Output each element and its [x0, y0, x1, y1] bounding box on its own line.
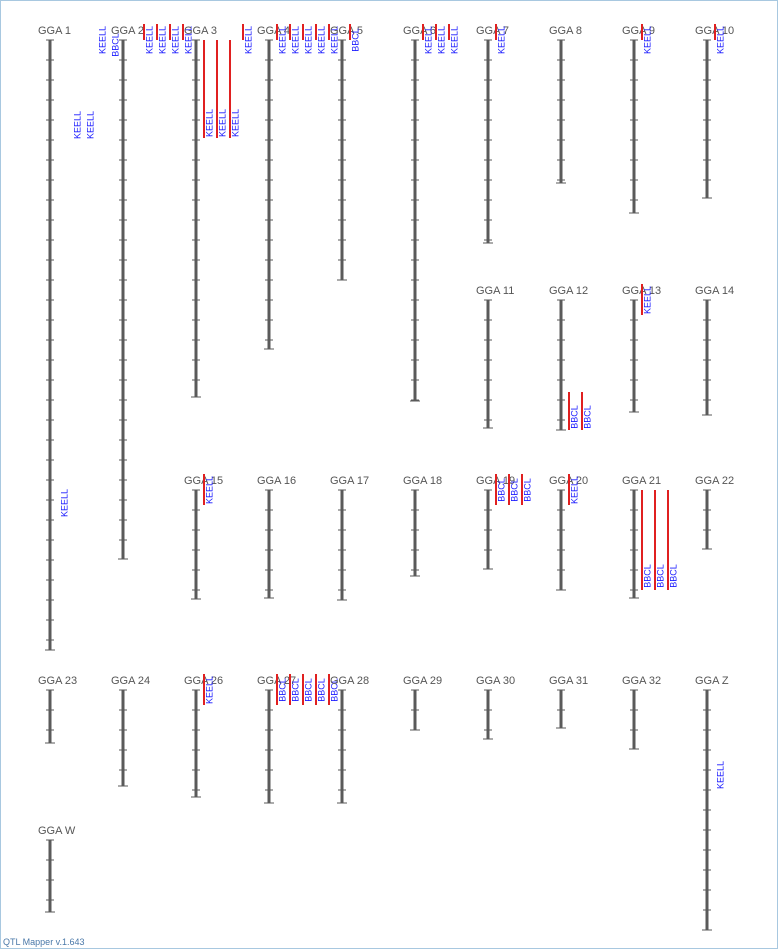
chromosome-label: GGA W [38, 825, 76, 837]
chromosome-label: GGA 30 [476, 675, 515, 687]
qtl-label: BBCL [642, 564, 652, 588]
qtl-label: BBCL [569, 405, 579, 429]
chromosome-label: GGA 6 [403, 25, 436, 37]
chromosome-label: GGA 12 [549, 285, 588, 297]
qtl-label: BBCL [522, 478, 532, 502]
qtl-label: KEELL [436, 26, 446, 54]
chromosome-label: GGA 29 [403, 675, 442, 687]
qtl-label: BBCL [509, 478, 519, 502]
qtl-label: KEELL [715, 761, 725, 789]
qtl-label: BBCL [582, 405, 592, 429]
qtl-label: KEELL [569, 476, 579, 504]
qtl-label: BBCL [316, 678, 326, 702]
qtl-label: KEELL [97, 26, 107, 54]
chromosome-label: GGA 18 [403, 475, 442, 487]
qtl-label: KEELL [183, 26, 193, 54]
qtl-label: KEELL [204, 676, 214, 704]
qtl-label: KEELL [496, 26, 506, 54]
chromosome-label: GGA 3 [184, 25, 217, 37]
chromosome-label: GGA 2 [111, 25, 144, 37]
chromosome-label: GGA 32 [622, 675, 661, 687]
qtl-label: KEELL [72, 111, 82, 139]
qtl-label: BBCL [655, 564, 665, 588]
chromosome-label: GGA 22 [695, 475, 734, 487]
chromosome-label: GGA 14 [695, 285, 734, 297]
qtl-label: BBCL [303, 678, 313, 702]
qtl-label: KEELL [85, 111, 95, 139]
qtl-label: KEELL [243, 26, 253, 54]
chromosome-label: GGA 5 [330, 25, 363, 37]
qtl-label: KEELL [423, 26, 433, 54]
qtl-label: KEELL [230, 109, 240, 137]
qtl-label: BBCL [110, 33, 120, 57]
qtl-label: KEELL [157, 26, 167, 54]
qtl-label: KEELL [303, 26, 313, 54]
qtl-label: KEELL [144, 26, 154, 54]
chromosome-label: GGA 4 [257, 25, 290, 37]
chromosome-label: GGA 24 [111, 675, 150, 687]
qtl-label: KEELL [217, 109, 227, 137]
chromosome-label: GGA 31 [549, 675, 588, 687]
qtl-label: BBCL [277, 678, 287, 702]
qtl-label: KEELL [290, 26, 300, 54]
qtl-label: BBCL [329, 678, 339, 702]
qtl-label: KEELL [170, 26, 180, 54]
qtl-label: BBCL [350, 28, 360, 52]
qtl-label: KEELL [449, 26, 459, 54]
footer: QTL Mapper v.1.643 [3, 937, 85, 947]
qtl-label: BBCL [668, 564, 678, 588]
qtl-label: KEELL [715, 26, 725, 54]
qtl-label: BBCL [290, 678, 300, 702]
chromosome-label: GGA 17 [330, 475, 369, 487]
qtl-label: KEELL [642, 26, 652, 54]
chromosome-label: GGA 9 [622, 25, 655, 37]
chromosome-label: GGA 28 [330, 675, 369, 687]
chromosome-label: GGA 16 [257, 475, 296, 487]
chromosome-label: GGA 11 [476, 285, 514, 297]
qtl-label: KEELL [642, 286, 652, 314]
chromosome-label: GGA 7 [476, 25, 509, 37]
chromosome-label: GGA 21 [622, 475, 661, 487]
qtl-label: KEELL [59, 489, 69, 517]
qtl-label: KEELL [316, 26, 326, 54]
chromosome-label: GGA Z [695, 675, 729, 687]
chromosome-label: GGA 8 [549, 25, 582, 37]
chromosome-label: GGA 23 [38, 675, 77, 687]
qtl-label: KEELL [204, 109, 214, 137]
qtl-label: KEELL [204, 476, 214, 504]
qtl-label: KEELL [329, 26, 339, 54]
qtl-label: BBCL [496, 478, 506, 502]
qtl-label: KEELL [277, 26, 287, 54]
chromosome-label: GGA 1 [38, 25, 71, 37]
